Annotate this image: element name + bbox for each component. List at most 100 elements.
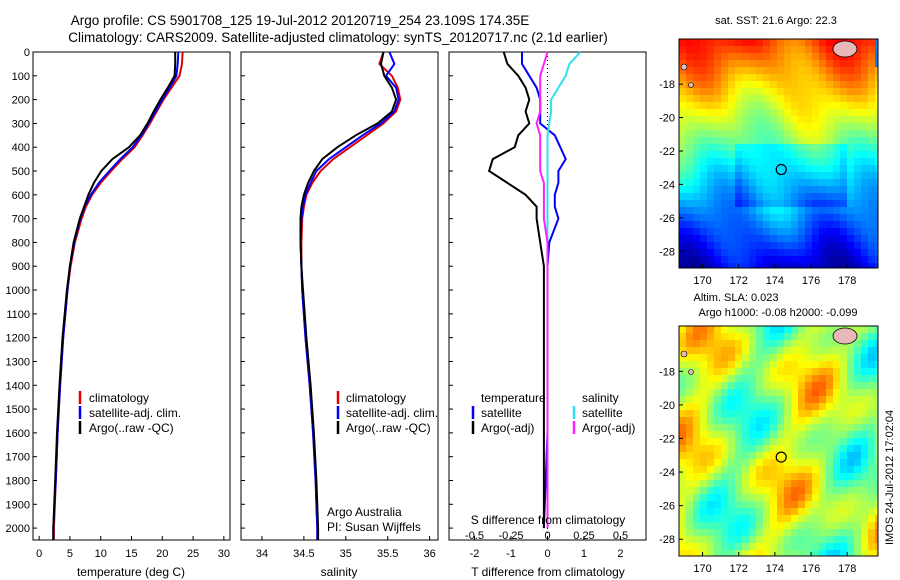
map-cell	[763, 179, 770, 186]
map-cell	[854, 536, 861, 543]
map-cell	[756, 459, 763, 466]
map-cell	[784, 396, 791, 403]
map-cell	[735, 39, 742, 46]
map-cell	[742, 95, 749, 102]
map-cell	[791, 228, 798, 235]
map-cell	[756, 235, 763, 242]
map-cell	[735, 368, 742, 375]
map-cell	[700, 494, 707, 501]
map-cell	[686, 522, 693, 529]
map-cell	[868, 95, 875, 102]
map-cell	[868, 382, 875, 389]
map-cell	[686, 39, 693, 46]
map-cell	[749, 431, 756, 438]
map-cell	[840, 179, 847, 186]
map-cell	[763, 172, 770, 179]
map-cell	[798, 228, 805, 235]
map-cell	[742, 431, 749, 438]
map-cell	[875, 431, 878, 438]
map-cell	[868, 186, 875, 193]
map-cell	[686, 46, 693, 53]
map-cell	[749, 95, 756, 102]
map-cell	[805, 200, 812, 207]
map-cell	[707, 242, 714, 249]
map-cell	[847, 221, 854, 228]
y-tick-label: 1500	[6, 404, 30, 416]
map-cell	[791, 508, 798, 515]
map-cell	[847, 536, 854, 543]
map-cell	[875, 74, 878, 81]
map-cell	[735, 473, 742, 480]
map-cell	[784, 403, 791, 410]
map-cell	[763, 459, 770, 466]
map-cell	[861, 179, 868, 186]
map-cell	[805, 424, 812, 431]
map-cell	[784, 424, 791, 431]
map-cell	[700, 361, 707, 368]
map-cell	[812, 200, 819, 207]
map-cell	[826, 466, 833, 473]
map-cell	[707, 438, 714, 445]
map-cell	[728, 375, 735, 382]
map-cell	[854, 529, 861, 536]
map-cell	[861, 144, 868, 151]
map-cell	[700, 81, 707, 88]
map-cell	[763, 480, 770, 487]
map-cell	[735, 375, 742, 382]
map-cell	[791, 214, 798, 221]
y-tick-label: -20	[659, 113, 675, 125]
map-cell	[728, 417, 735, 424]
map-cell	[819, 354, 826, 361]
map-cell	[728, 179, 735, 186]
map-cell	[784, 529, 791, 536]
map-cell	[805, 46, 812, 53]
map-cell	[805, 501, 812, 508]
map-cell	[861, 354, 868, 361]
map-cell	[854, 508, 861, 515]
map-cell	[686, 410, 693, 417]
map-cell	[728, 221, 735, 228]
map-cell	[798, 466, 805, 473]
map-cell	[784, 459, 791, 466]
map-cell	[819, 193, 826, 200]
map-cell	[840, 116, 847, 123]
map-cell	[777, 200, 784, 207]
map-cell	[707, 165, 714, 172]
map-cell	[728, 228, 735, 235]
map-cell	[868, 116, 875, 123]
map-cell	[840, 508, 847, 515]
map-cell	[686, 144, 693, 151]
map-cell	[770, 144, 777, 151]
map-cell	[833, 403, 840, 410]
map-cell	[770, 46, 777, 53]
map-cell	[833, 501, 840, 508]
map-cell	[833, 221, 840, 228]
map-cell	[826, 438, 833, 445]
map-cell	[875, 487, 878, 494]
map-cell	[714, 375, 721, 382]
map-cell	[714, 543, 721, 550]
map-cell	[833, 536, 840, 543]
map-cell	[854, 137, 861, 144]
map-cell	[791, 74, 798, 81]
map-cell	[826, 333, 833, 340]
x-tick-label: 176	[802, 275, 820, 287]
map-cell	[805, 235, 812, 242]
map-cell	[756, 417, 763, 424]
map-cell	[791, 529, 798, 536]
map-cell	[763, 95, 770, 102]
map-cell	[847, 88, 854, 95]
map-cell	[861, 123, 868, 130]
map-cell	[728, 459, 735, 466]
map-cell	[714, 74, 721, 81]
map-frame	[678, 325, 879, 557]
map-cell	[700, 151, 707, 158]
map-cell	[784, 207, 791, 214]
map-cell	[700, 382, 707, 389]
map-cell	[784, 473, 791, 480]
map-cell	[742, 508, 749, 515]
map-cell	[875, 53, 878, 60]
map-cell	[798, 473, 805, 480]
map-cell	[861, 417, 868, 424]
map-cell	[826, 354, 833, 361]
